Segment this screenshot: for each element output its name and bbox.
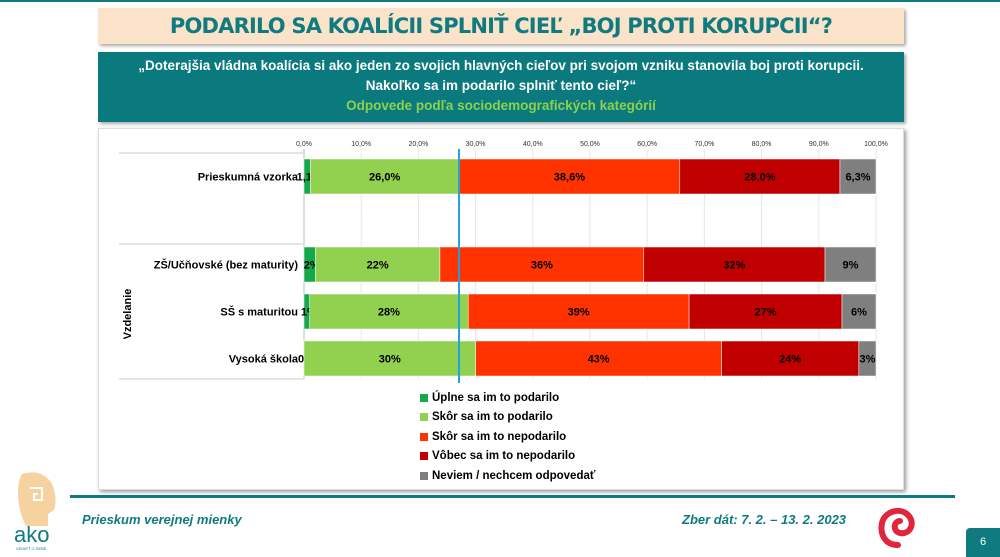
data-label: 28% xyxy=(378,307,400,319)
x-tick-label: 100,0% xyxy=(864,141,888,148)
data-label: 32% xyxy=(723,260,745,272)
x-tick-label: 60,0% xyxy=(637,141,657,148)
bar-segment xyxy=(303,340,476,377)
x-tick-label: 50,0% xyxy=(580,141,600,148)
row-label: Prieskumná vzorka xyxy=(198,172,299,184)
legend-swatch xyxy=(420,393,428,402)
svg-text:VEDIEŤ O SEBE: VEDIEŤ O SEBE xyxy=(16,546,47,551)
footer-date-range: Zber dát: 7. 2. – 13. 2. 2023 xyxy=(682,512,847,527)
bar-segment xyxy=(467,293,690,330)
data-label: 6,3% xyxy=(845,172,870,184)
footer-line xyxy=(70,495,955,498)
bar-segment xyxy=(475,340,722,377)
legend-label: Úplne sa im to podarilo xyxy=(432,391,560,404)
bar-segment xyxy=(824,246,877,283)
bar-segment xyxy=(679,158,841,195)
chart-container: 0,0% 10,0% 20,0% 30,0% 40,0% 50,0% 60,0% 70,0% 8… xyxy=(98,128,904,490)
data-label: 27% xyxy=(755,307,777,319)
legend-swatch xyxy=(420,413,428,422)
legend-swatch xyxy=(420,452,428,461)
ako-logo: ako VEDIEŤ O SEBE xyxy=(8,470,68,552)
slide-title: PODARILO SA KOALÍCII SPLNIŤ CIEĽ „BOJ PR… xyxy=(98,8,904,44)
data-label: 26,0% xyxy=(369,172,400,184)
page-number: 6 xyxy=(966,528,1000,557)
x-tick-label: 0,0% xyxy=(296,141,312,148)
x-tick-label: 90,0% xyxy=(809,141,829,148)
data-label: 36% xyxy=(531,260,553,272)
question-line-2: Nakoľko sa im podarilo splniť tento cieľ… xyxy=(365,78,637,93)
subtitle: Odpovede podľa sociodemografických kateg… xyxy=(346,98,656,113)
data-label: 38,6% xyxy=(554,172,585,184)
data-label: 6% xyxy=(851,307,867,319)
data-label: 22% xyxy=(367,260,389,272)
data-label: 30% xyxy=(379,354,401,366)
top-border xyxy=(0,0,1000,2)
bar-segment xyxy=(643,246,826,283)
spiral-logo-icon xyxy=(878,505,918,554)
row-label: ZŠ/Učňovské (bez maturity) xyxy=(154,259,299,272)
legend-item: Úplne sa im to podarilo xyxy=(420,388,595,408)
question-line-1: „Doterajšia vládna koalícia si ako jeden… xyxy=(138,58,864,73)
legend-item: Neviem / nechcem odpovedať xyxy=(420,466,595,486)
question-box: „Doterajšia vládna koalícia si ako jeden… xyxy=(98,52,904,122)
x-tick-label: 10,0% xyxy=(351,141,371,148)
legend-item: Skôr sa im to podarilo xyxy=(420,408,595,428)
stacked-bar-chart: 0,0% 10,0% 20,0% 30,0% 40,0% 50,0% 60,0% 70,0% 8… xyxy=(119,141,888,383)
bar-segment xyxy=(309,293,469,330)
data-label: 9% xyxy=(843,260,859,272)
data-label: 43% xyxy=(588,354,610,366)
data-label: 3% xyxy=(859,354,875,366)
bar-segment xyxy=(841,293,877,330)
bar-segment xyxy=(315,246,441,283)
bar-segment xyxy=(858,340,877,377)
svg-text:ako: ako xyxy=(14,522,49,547)
x-tick-label: 30,0% xyxy=(466,141,486,148)
x-tick-label: 20,0% xyxy=(408,141,428,148)
legend-swatch xyxy=(420,432,428,441)
legend-label: Neviem / nechcem odpovedať xyxy=(432,469,596,482)
data-label: 39% xyxy=(568,307,590,319)
legend-item: Vôbec sa im to nepodarilo xyxy=(420,447,595,467)
row-label: Vysoká škola xyxy=(229,354,299,366)
data-label: 24% xyxy=(779,354,801,366)
legend-label: Vôbec sa im to nepodarilo xyxy=(432,450,576,463)
legend-swatch xyxy=(420,471,428,480)
legend-item: Skôr sa im to nepodarilo xyxy=(420,427,595,447)
bar-segment xyxy=(839,158,877,195)
footer-survey-label: Prieskum verejnej mienky xyxy=(82,512,242,527)
data-label: 28,0% xyxy=(744,172,775,184)
row-label: SŠ s maturitou xyxy=(220,306,298,319)
bar-segment xyxy=(721,340,860,377)
legend: Úplne sa im to podarilo Skôr sa im to pod… xyxy=(420,388,595,486)
x-tick-label: 40,0% xyxy=(523,141,543,148)
bar-segment xyxy=(310,158,460,195)
legend-label: Skôr sa im to podarilo xyxy=(432,411,553,424)
group-label: Vzdelanie xyxy=(122,289,134,340)
legend-label: Skôr sa im to nepodarilo xyxy=(432,430,567,443)
x-tick-label: 80,0% xyxy=(752,141,772,148)
x-tick-label: 70,0% xyxy=(694,141,714,148)
